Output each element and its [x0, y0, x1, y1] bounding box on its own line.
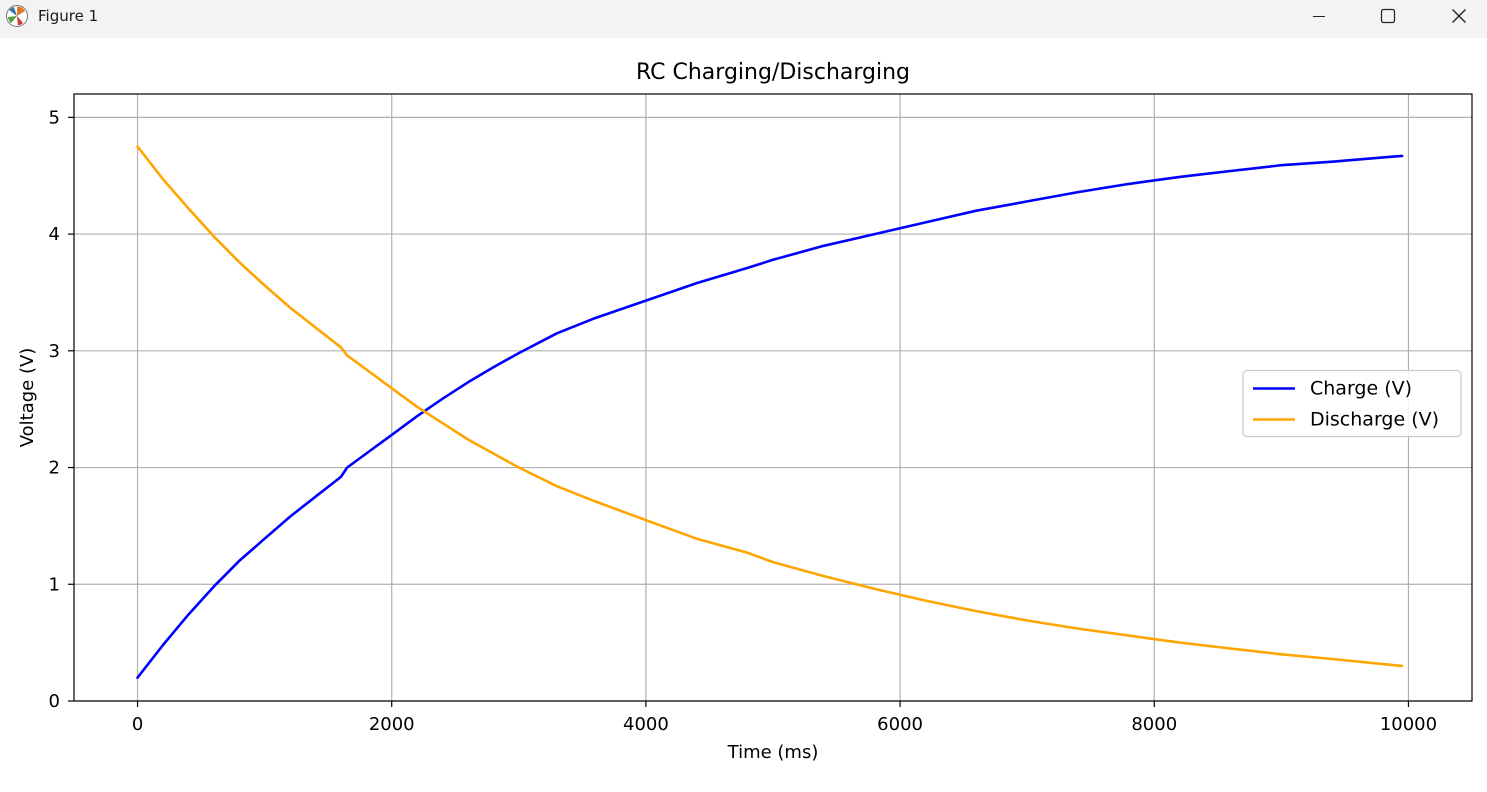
y-axis-label: Voltage (V): [17, 348, 38, 448]
y-tick-label: 1: [49, 574, 60, 595]
series-lines: [136, 145, 1404, 680]
x-tick-label: 10000: [1380, 714, 1437, 735]
maximize-icon: [1380, 8, 1396, 24]
axes-frame: [73, 93, 1473, 702]
legend-label: Discharge (V): [1310, 409, 1439, 431]
y-tick-label: 2: [49, 458, 60, 479]
x-tick-label: 8000: [1131, 714, 1177, 735]
figure-canvas: 0 2000 4000 6000 8000 10000 0 1 2 3 4 5 RC Charging…: [0, 38, 1487, 788]
close-button[interactable]: [1424, 0, 1487, 32]
legend-label: Charge (V): [1310, 378, 1412, 400]
x-tick-label: 4000: [623, 714, 669, 735]
minimize-button[interactable]: [1284, 0, 1354, 32]
y-tick-label: 5: [49, 107, 60, 128]
window-titlebar: Figure 1: [0, 0, 1487, 38]
x-axis-label: Time (ms): [727, 742, 819, 763]
matplotlib-icon: [6, 5, 28, 27]
maximize-button[interactable]: [1353, 0, 1423, 32]
close-icon: [1452, 9, 1466, 23]
window-title: Figure 1: [38, 7, 99, 25]
series-line-charge: [136, 154, 1404, 680]
x-tick-label: 2000: [369, 714, 415, 735]
chart-title: RC Charging/Discharging: [636, 60, 910, 85]
y-tick-label: 4: [49, 224, 60, 245]
line-chart: 0 2000 4000 6000 8000 10000 0 1 2 3 4 5 RC Charging…: [17, 60, 1473, 763]
series-line-discharge: [136, 145, 1404, 668]
legend-box: [1242, 369, 1462, 438]
x-tick-label: 0: [132, 714, 143, 735]
y-tick-label: 0: [49, 691, 60, 712]
minimize-icon: [1313, 16, 1325, 17]
axis-ticks: 0 2000 4000 6000 8000 10000 0 1 2 3 4 5: [49, 107, 1438, 735]
y-tick-label: 3: [49, 341, 60, 362]
x-tick-label: 6000: [877, 714, 923, 735]
legend: Charge (V) Discharge (V): [1242, 369, 1462, 438]
